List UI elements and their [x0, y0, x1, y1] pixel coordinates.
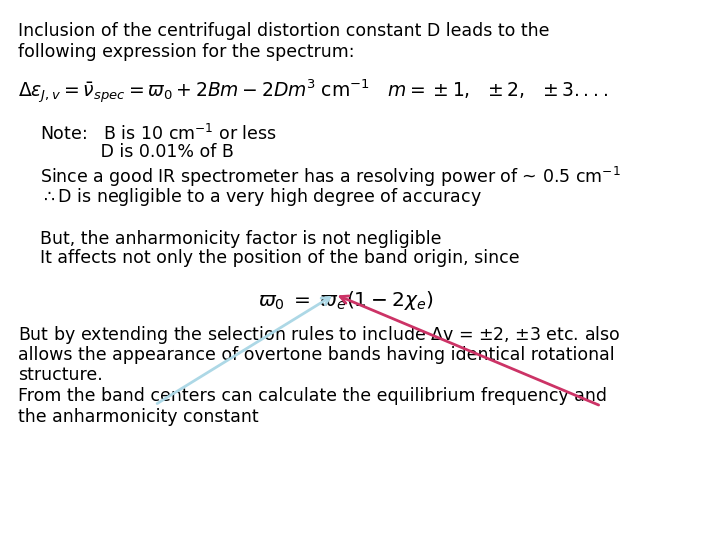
Text: But, the anharmonicity factor is not negligible: But, the anharmonicity factor is not neg…: [40, 230, 441, 247]
Text: structure.: structure.: [18, 366, 103, 384]
Text: allows the appearance of overtone bands having identical rotational: allows the appearance of overtone bands …: [18, 346, 615, 363]
Text: But by extending the selection rules to include $\Delta$v = $\pm$2, $\pm$3 etc. : But by extending the selection rules to …: [18, 324, 621, 346]
Text: From the band centers can calculate the equilibrium frequency and: From the band centers can calculate the …: [18, 387, 607, 405]
Text: $\varpi_0\; =\; \varpi_e\left(1 - 2\chi_e\right)$: $\varpi_0\; =\; \varpi_e\left(1 - 2\chi_…: [258, 289, 433, 312]
Text: $\therefore$D is negligible to a very high degree of accuracy: $\therefore$D is negligible to a very hi…: [40, 186, 482, 208]
Text: It affects not only the position of the band origin, since: It affects not only the position of the …: [40, 249, 519, 267]
Text: Inclusion of the centrifugal distortion constant D leads to the: Inclusion of the centrifugal distortion …: [18, 22, 549, 39]
Text: the anharmonicity constant: the anharmonicity constant: [18, 408, 258, 426]
Text: following expression for the spectrum:: following expression for the spectrum:: [18, 43, 354, 61]
Text: D is 0.01% of B: D is 0.01% of B: [40, 143, 233, 161]
Text: Note:   B is 10 cm$^{-1}$ or less: Note: B is 10 cm$^{-1}$ or less: [40, 124, 276, 144]
Text: $\Delta\varepsilon_{J,v} = \bar{\nu}_{spec} = \varpi_0 + 2Bm - 2Dm^3$$\;\mathrm{: $\Delta\varepsilon_{J,v} = \bar{\nu}_{sp…: [18, 78, 608, 106]
Text: Since a good IR spectrometer has a resolving power of ~ 0.5 cm$^{-1}$: Since a good IR spectrometer has a resol…: [40, 165, 621, 189]
